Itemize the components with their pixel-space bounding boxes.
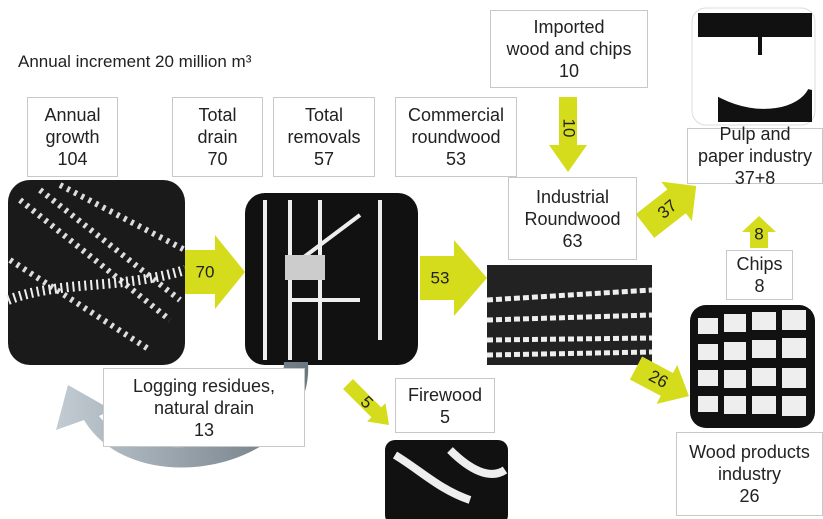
- node-label: Firewood: [408, 384, 482, 406]
- node-value: 37+8: [735, 167, 776, 189]
- node-value: 13: [194, 419, 214, 441]
- photo-firewood: [385, 440, 508, 519]
- node-label: wood and chips: [506, 38, 631, 60]
- diagram: 70 53 10 37 8 26 5 Annual increment 20 m…: [0, 0, 823, 519]
- photo-lumber: [690, 305, 815, 428]
- node-value: 10: [559, 60, 579, 82]
- node-label: Annual: [44, 104, 100, 126]
- photo-forest: [8, 180, 185, 365]
- node-value: 63: [562, 230, 582, 252]
- node-value: 104: [57, 148, 87, 170]
- node-label: Industrial: [536, 186, 609, 208]
- node-label: roundwood: [411, 126, 500, 148]
- node-label: Commercial: [408, 104, 504, 126]
- node-label: removals: [287, 126, 360, 148]
- node-label: paper industry: [698, 145, 812, 167]
- node-value: 26: [739, 485, 759, 507]
- node-label: Pulp and: [719, 123, 790, 145]
- node-label: Roundwood: [524, 208, 620, 230]
- flow-label: 53: [431, 268, 450, 287]
- node-value: 5: [440, 406, 450, 428]
- node-label: Chips: [736, 253, 782, 275]
- node-value: 70: [207, 148, 227, 170]
- flow-arrow: [185, 235, 245, 309]
- flow-label: 10: [560, 119, 579, 138]
- node-value: 57: [314, 148, 334, 170]
- title: Annual increment 20 million m³: [18, 52, 251, 72]
- node-label: Total: [198, 104, 236, 126]
- node-label: Imported: [533, 16, 604, 38]
- photo-logs: [487, 265, 652, 365]
- photo-pulp: [692, 8, 815, 125]
- node-value: 8: [754, 275, 764, 297]
- node-value: 53: [446, 148, 466, 170]
- node-label: Logging residues,: [133, 375, 275, 397]
- photo-harvester: [245, 193, 418, 365]
- flow-label: 70: [196, 262, 215, 281]
- node-label: Total: [305, 104, 343, 126]
- node-label: growth: [45, 126, 99, 148]
- flow-label: 8: [754, 224, 763, 243]
- node-label: Wood products: [689, 441, 810, 463]
- node-label: drain: [197, 126, 237, 148]
- node-label: industry: [718, 463, 781, 485]
- node-label: natural drain: [154, 397, 254, 419]
